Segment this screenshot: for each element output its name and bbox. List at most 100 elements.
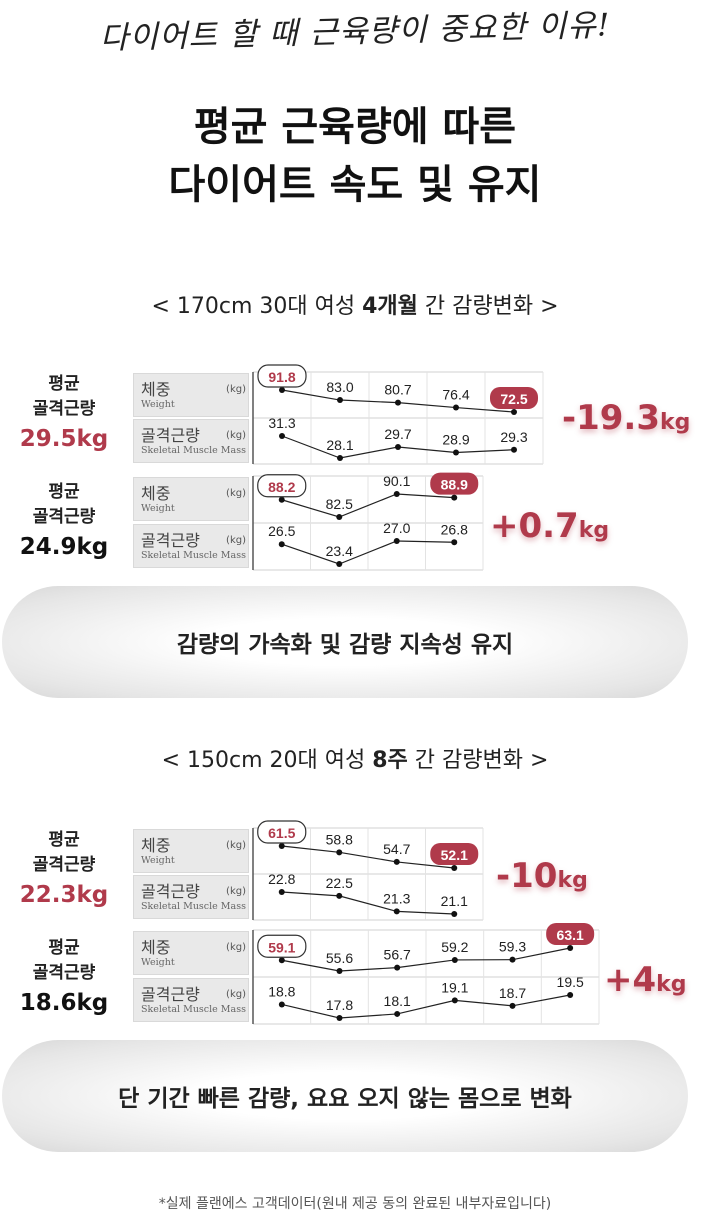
weight-label-en: Weight [141,957,175,968]
summary-text-1: 감량의 가속화 및 감량 지속성 유지 [176,632,514,658]
weight-data-label: 59.1 [268,939,295,955]
muscle-label-en: Skeletal Muscle Mass [141,901,246,912]
muscle-data-label: 29.3 [500,429,527,445]
muscle-series-line [281,994,571,1019]
weight-data-label: 59.3 [499,939,526,955]
weight-point [336,514,343,520]
summary-pill-1: 감량의 가속화 및 감량 지속성 유지 [2,586,688,698]
muscle-point [337,455,343,461]
muscle-data-label: 23.4 [326,543,353,559]
end-value-badge [430,472,479,495]
muscle-point [278,1001,285,1008]
muscle-data-label: 18.1 [384,993,411,1009]
muscle-data-label: 18.8 [268,983,295,999]
muscle-data-label: 21.1 [441,893,468,909]
section1-heading-bold: 4개월 [362,294,418,319]
weight-data-label: 59.2 [441,939,468,955]
weight-unit: (kg) [226,384,246,395]
muscle-data-label: 19.5 [557,974,584,990]
muscle-label-en: Skeletal Muscle Mass [141,550,246,561]
muscle-label-ko: 골격근량 [141,985,200,1004]
muscle-point [511,446,517,453]
weight-point [393,491,400,497]
weight-data-label: 54.7 [383,841,410,857]
muscle-point [451,911,458,917]
end-value-badge [490,387,538,409]
weight-point [567,945,574,951]
weight-series-line [281,493,455,518]
muscle-point [336,561,343,567]
muscle-data-label: 21.3 [383,890,410,906]
muscle-data-label: 17.8 [326,997,353,1013]
weight-point [393,858,400,865]
weight-label-ko: 체중 [141,938,171,957]
avg-label-line1: 평균 [48,374,80,394]
footnote: *실제 플랜에스 고객데이터(원내 제공 동의 완료된 내부자료입니다) [158,1196,552,1212]
weight-series-line [281,947,571,972]
weight-row-label: 체중 Weight (kg) [133,477,249,521]
weight-data-label: 83.0 [326,379,353,395]
weight-point [453,404,459,411]
muscle-point [393,908,400,915]
weight-point [278,843,285,849]
muscle-point [278,541,285,548]
section2-heading-pre: < 150cm 20대 여성 [161,748,373,773]
weight-data-label: 80.7 [384,382,411,398]
weight-point [451,494,458,501]
weight-point [278,496,285,503]
delta-number: +0.7 [490,506,579,546]
weight-data-label: 82.5 [326,496,353,512]
main-title-line2: 다이어트 속도 및 유지 [168,162,542,208]
delta-number: -19.3 [562,398,660,438]
weight-row-label: 체중 Weight (kg) [133,931,249,975]
weight-point [451,865,458,871]
weight-point [395,399,401,406]
avg-muscle-label-3: 평균 골격근량 22.3kg [4,828,124,912]
end-value-badge [430,843,479,865]
weight-label-en: Weight [141,503,175,514]
weight-series-line [281,845,455,869]
weight-unit: (kg) [226,488,246,499]
avg-label-line2: 골격근량 [32,855,96,875]
weight-data-label: 61.5 [268,825,295,841]
muscle-point [278,889,285,895]
summary-text-2: 단 기간 빠른 감량, 요요 오지 않는 몸으로 변화 [118,1086,572,1112]
muscle-unit: (kg) [226,989,246,1000]
delta-value-3: -10kg [496,856,588,896]
weight-label-en: Weight [141,399,175,410]
muscle-point [509,1002,516,1009]
weight-data-label: 91.8 [268,369,295,385]
muscle-data-label: 31.3 [268,415,295,431]
muscle-unit: (kg) [226,886,246,897]
start-value-badge [257,474,307,498]
weight-data-label: 90.1 [383,473,410,489]
start-value-badge [257,934,307,958]
start-value-badge [257,364,307,388]
delta-unit: kg [660,410,691,435]
muscle-series-line [281,891,455,915]
muscle-point [453,449,459,456]
line-chart-2: 88.2 82.5 90.1 88.9 26.5 23.4 27.0 26.8 [252,472,484,571]
avg-muscle-label-2: 평균 골격근량 24.9kg [4,480,124,564]
weight-label-en: Weight [141,855,175,866]
muscle-point [567,992,574,998]
weight-point [509,956,516,963]
weight-data-label: 76.4 [442,387,469,403]
weight-point [451,956,458,963]
muscle-row-label: 골격근량 Skeletal Muscle Mass (kg) [133,875,249,919]
weight-data-label: 88.9 [441,477,468,493]
weight-data-label: 56.7 [384,947,411,963]
muscle-data-label: 28.1 [326,437,353,453]
muscle-data-label: 22.5 [326,875,353,891]
line-chart-4: 59.1 55.6 56.7 59.2 59.3 63.1 18.8 17.8 18.1 19.1… [252,923,600,1025]
muscle-point [393,538,400,544]
summary-pill-2: 단 기간 빠른 감량, 요요 오지 않는 몸으로 변화 [2,1040,688,1152]
muscle-row-label: 골격근량 Skeletal Muscle Mass (kg) [133,524,249,568]
delta-value-4: +4kg [604,960,687,1000]
avg-muscle-label-4: 평균 골격근량 18.6kg [4,936,124,1020]
muscle-data-label: 26.5 [268,523,295,539]
delta-value-1: -19.3kg [562,398,690,438]
weight-data-label: 72.5 [500,391,527,407]
start-value-badge [257,820,307,844]
weight-point [394,964,401,971]
